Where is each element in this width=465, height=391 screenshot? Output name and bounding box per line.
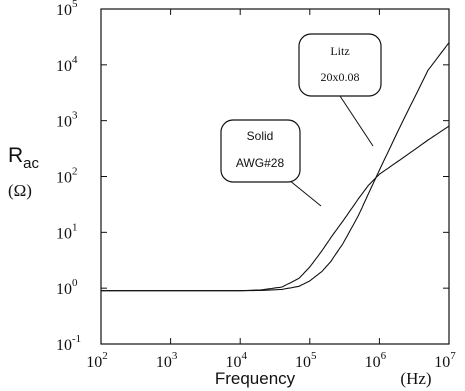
y-tick-base-5: 10 — [56, 58, 72, 75]
x-tick-group: 102 103 104 105 106 107 — [86, 9, 456, 371]
x-tick-base-2: 10 — [225, 354, 241, 371]
y-tick-label-4: 103 — [56, 110, 78, 131]
y-tick-exp-5: 4 — [72, 54, 78, 66]
x-tick-base-3: 10 — [295, 354, 311, 371]
x-tick-exp-3: 5 — [311, 350, 317, 362]
y-tick-label-1: 100 — [56, 277, 78, 298]
x-tick-exp-1: 3 — [172, 350, 178, 362]
y-axis-unit: (Ω) — [8, 181, 32, 200]
y-axis-label-main: R — [8, 144, 23, 167]
x-tick-label-5: 107 — [434, 350, 456, 371]
x-axis-label: Frequency — [215, 369, 296, 388]
x-tick-exp-4: 6 — [381, 350, 387, 362]
x-tick-label-1: 103 — [156, 350, 178, 371]
callout-leader-litz — [339, 95, 374, 147]
x-tick-exp-5: 7 — [450, 350, 456, 362]
y-tick-base-4: 10 — [56, 114, 72, 131]
x-tick-base-4: 10 — [365, 354, 381, 371]
y-tick-label-2: 101 — [56, 221, 78, 242]
callout-leader-solid — [288, 179, 322, 207]
y-axis-label: Rac — [8, 144, 40, 172]
y-tick-exp-1: 0 — [72, 277, 78, 289]
y-tick-base-2: 10 — [56, 225, 72, 242]
x-tick-label-3: 105 — [295, 350, 317, 371]
y-tick-label-0: 10-1 — [56, 333, 81, 354]
y-tick-exp-3: 2 — [72, 166, 78, 178]
series-line-litz — [101, 42, 450, 292]
callout-solid-line1: Solid — [247, 129, 274, 143]
callout-solid-line2: AWG#28 — [236, 156, 285, 170]
callout-box-litz — [298, 33, 382, 97]
y-tick-exp-4: 3 — [72, 110, 78, 122]
callout-litz-line1: Litz — [330, 44, 349, 58]
y-axis-label-sub: ac — [23, 155, 39, 172]
y-tick-base-3: 10 — [56, 170, 72, 187]
y-tick-label-5: 104 — [56, 54, 78, 75]
y-tick-exp-0: -1 — [72, 333, 81, 345]
x-tick-exp-0: 2 — [102, 350, 108, 362]
x-axis-unit: (Hz) — [400, 369, 431, 388]
x-tick-base-1: 10 — [156, 354, 172, 371]
y-tick-label-3: 102 — [56, 166, 78, 187]
callout-box-solid — [220, 119, 301, 183]
y-tick-exp-6: 5 — [72, 0, 78, 10]
y-tick-base-0: 10 — [56, 337, 72, 354]
y-tick-label-6: 105 — [56, 0, 78, 19]
x-tick-label-0: 102 — [86, 350, 108, 371]
x-tick-base-0: 10 — [86, 354, 102, 371]
x-tick-label-2: 104 — [225, 350, 247, 371]
y-tick-exp-2: 1 — [72, 221, 78, 233]
y-tick-base-6: 10 — [56, 2, 72, 19]
x-tick-exp-2: 4 — [241, 350, 247, 362]
x-tick-label-4: 106 — [365, 350, 387, 371]
callout-litz-line2: 20x0.08 — [321, 70, 360, 84]
y-tick-base-1: 10 — [56, 281, 72, 298]
x-tick-base-5: 10 — [434, 354, 450, 371]
